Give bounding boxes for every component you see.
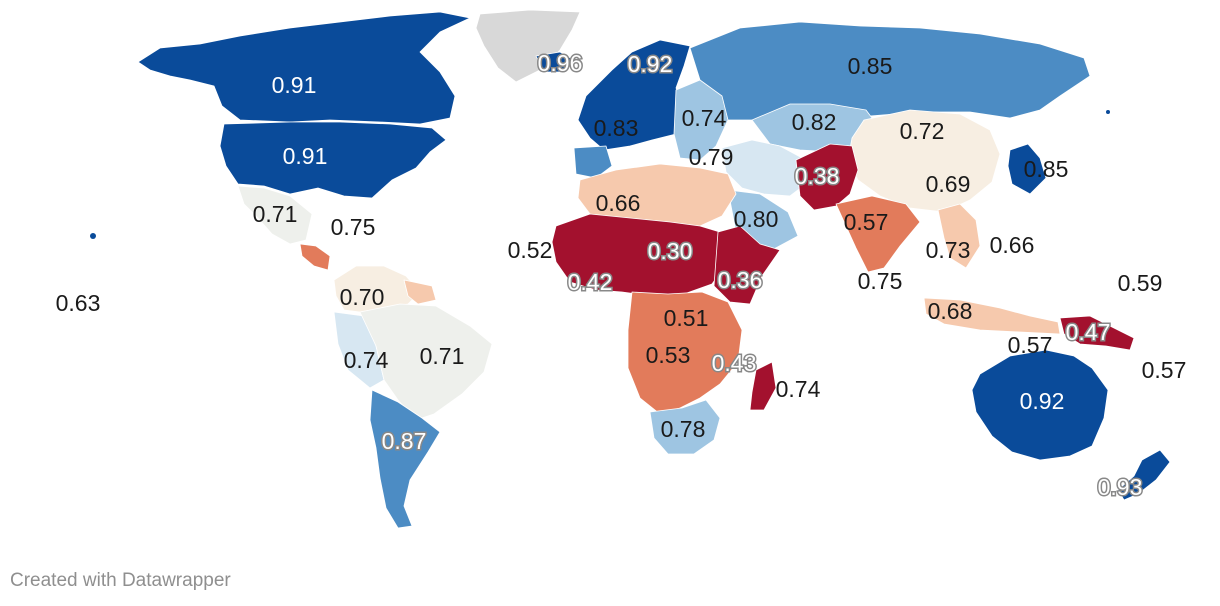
region-horn-of-africa[interactable] xyxy=(713,225,781,305)
value-label: 0.53 xyxy=(646,342,691,368)
region-mexico[interactable] xyxy=(237,185,313,245)
value-label: 0.74 xyxy=(344,347,389,373)
island-region xyxy=(90,233,96,239)
value-label: 0.80 xyxy=(734,206,779,232)
region-iceland[interactable] xyxy=(535,51,575,73)
region-australia[interactable] xyxy=(971,349,1109,461)
region-southeast-asia[interactable] xyxy=(937,203,981,269)
value-label: 0.57 xyxy=(1142,357,1187,383)
region-papua[interactable] xyxy=(1059,315,1135,351)
labels-layer: 0.91 0.91 0.96 0.92 0.85 0.83 0.74 0.82 0.72 0.79… xyxy=(56,49,1187,502)
value-label: 0.75 xyxy=(331,214,376,240)
region-canada[interactable] xyxy=(137,11,471,125)
region-middle-east[interactable] xyxy=(721,139,807,197)
island-region xyxy=(1106,110,1110,114)
value-label: 0.66 xyxy=(596,190,641,216)
region-colombia-venezuela[interactable] xyxy=(333,265,421,313)
value-label: 0.59 xyxy=(1118,270,1163,296)
region-madagascar[interactable] xyxy=(749,361,777,411)
region-argentina-chile[interactable] xyxy=(369,389,441,529)
value-label: 0.85 xyxy=(848,53,893,79)
value-label: 0.82 xyxy=(792,109,837,135)
region-indonesia[interactable] xyxy=(923,297,1061,335)
value-label: 0.92 xyxy=(1020,388,1065,414)
value-label: 0.85 xyxy=(1024,156,1069,182)
value-label: 0.51 xyxy=(664,305,709,331)
regions-layer xyxy=(90,9,1171,529)
value-label: 0.75 xyxy=(858,268,903,294)
region-russia[interactable] xyxy=(689,21,1091,121)
credit-text[interactable]: Created with Datawrapper xyxy=(10,570,231,591)
value-label: 0.66 xyxy=(990,232,1035,258)
value-label: 0.71 xyxy=(420,343,465,369)
value-label: 0.73 xyxy=(926,237,971,263)
region-iran-pakistan[interactable] xyxy=(795,143,859,211)
value-label: 0.91 xyxy=(272,72,317,98)
value-label: 0.38 xyxy=(795,163,840,189)
region-iberia[interactable] xyxy=(573,145,613,179)
value-label: 0.30 xyxy=(648,238,693,264)
value-label: 0.68 xyxy=(928,298,973,324)
region-central-america[interactable] xyxy=(299,243,331,271)
value-label: 0.70 xyxy=(340,284,385,310)
value-label: 0.57 xyxy=(1008,332,1053,358)
value-label: 0.72 xyxy=(900,118,945,144)
region-usa[interactable] xyxy=(219,121,447,199)
value-label: 0.92 xyxy=(628,51,673,77)
region-greenland[interactable] xyxy=(475,9,581,83)
value-label: 0.69 xyxy=(926,171,971,197)
world-map: 0.91 0.91 0.96 0.92 0.85 0.83 0.74 0.82 0.72 0.79… xyxy=(56,9,1187,529)
region-sahel[interactable] xyxy=(551,213,729,297)
value-label: 0.63 xyxy=(56,290,101,316)
value-label: 0.57 xyxy=(844,209,889,235)
value-label: 0.43 xyxy=(712,350,757,376)
region-new-zealand[interactable] xyxy=(1117,449,1171,501)
region-central-africa[interactable] xyxy=(627,291,743,415)
region-brazil[interactable] xyxy=(359,303,493,421)
value-label: 0.79 xyxy=(689,144,734,170)
value-label: 0.71 xyxy=(253,201,298,227)
value-label: 0.93 xyxy=(1098,474,1143,500)
value-label: 0.36 xyxy=(718,267,763,293)
value-label: 0.74 xyxy=(776,376,821,402)
value-label: 0.87 xyxy=(382,428,427,454)
region-southern-africa[interactable] xyxy=(649,399,721,455)
value-label: 0.42 xyxy=(568,269,613,295)
region-guianas[interactable] xyxy=(403,279,437,305)
value-label: 0.91 xyxy=(283,143,328,169)
value-label: 0.52 xyxy=(508,237,553,263)
map-canvas: 0.91 0.91 0.96 0.92 0.85 0.83 0.74 0.82 0.72 0.79… xyxy=(56,9,1187,529)
region-japan-korea[interactable] xyxy=(1007,143,1047,195)
region-south-asia[interactable] xyxy=(835,195,921,273)
value-label: 0.78 xyxy=(661,416,706,442)
value-label: 0.96 xyxy=(538,50,583,76)
value-label: 0.47 xyxy=(1066,319,1111,345)
value-label: 0.74 xyxy=(682,105,727,131)
value-label: 0.83 xyxy=(594,115,639,141)
